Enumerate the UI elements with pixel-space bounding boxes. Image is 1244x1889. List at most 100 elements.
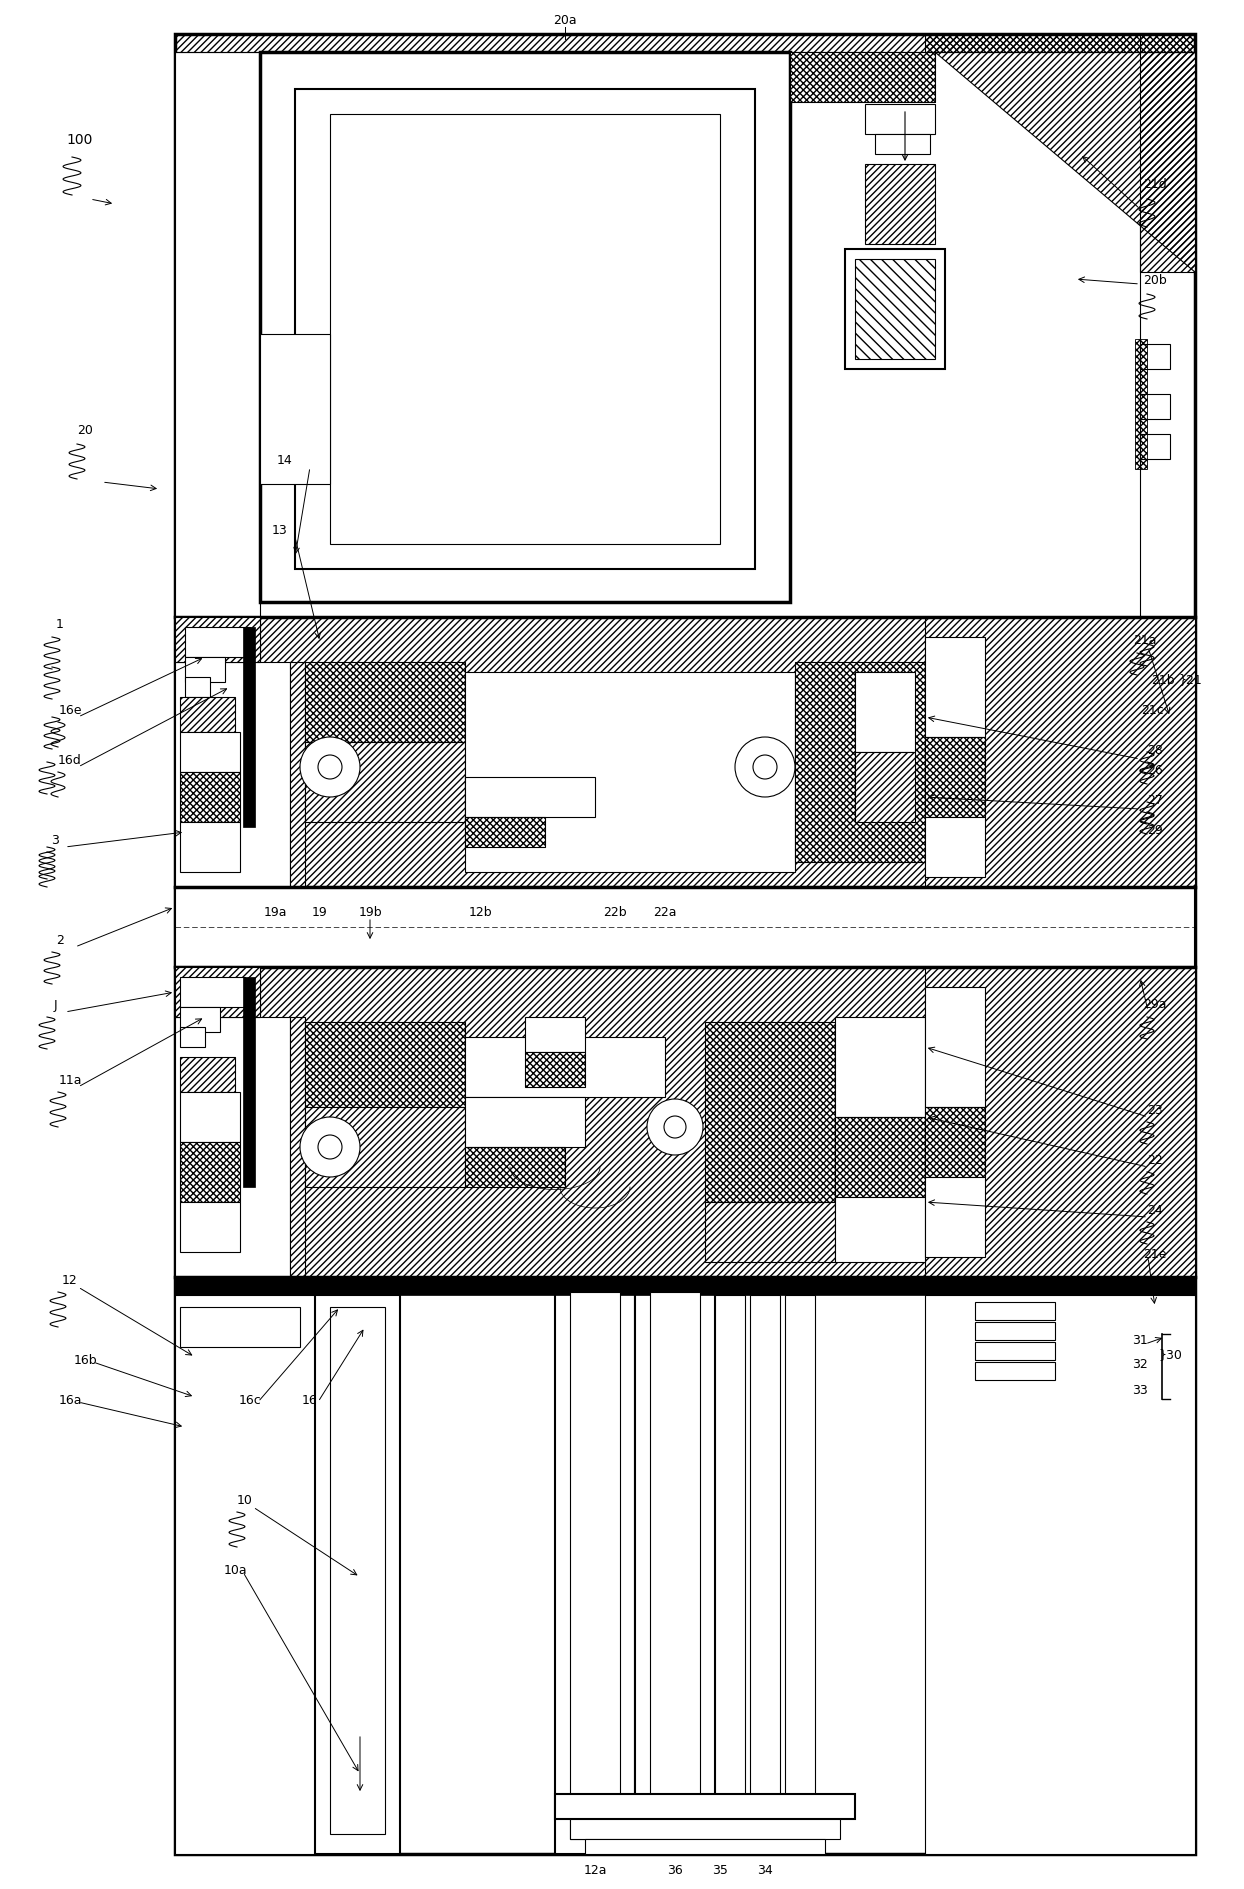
Bar: [175, 1018, 290, 1277]
Text: 13: 13: [272, 523, 287, 536]
Bar: [465, 1037, 666, 1098]
Text: 10a: 10a: [223, 1562, 246, 1575]
Text: 21b: 21b: [1151, 672, 1174, 686]
Bar: [1140, 36, 1195, 1853]
Bar: [926, 36, 1195, 53]
Bar: [243, 627, 255, 827]
Bar: [926, 1296, 1195, 1853]
Bar: [175, 967, 260, 1018]
Text: 19: 19: [312, 907, 328, 920]
Text: }30: }30: [1158, 1347, 1182, 1360]
Bar: [175, 618, 1195, 888]
Bar: [975, 1343, 1055, 1360]
Text: 21e: 21e: [1143, 1249, 1167, 1260]
Bar: [570, 1292, 620, 1840]
Text: 20a: 20a: [554, 13, 577, 26]
Bar: [175, 888, 1195, 967]
Bar: [290, 1018, 305, 1277]
Bar: [705, 1022, 835, 1203]
Bar: [185, 627, 250, 657]
Bar: [290, 663, 305, 888]
Bar: [180, 1007, 220, 1033]
Text: 23: 23: [1147, 1103, 1163, 1116]
Text: 21d: 21d: [1143, 178, 1167, 191]
Bar: [975, 1362, 1055, 1381]
Bar: [975, 1302, 1055, 1320]
Bar: [1140, 395, 1171, 419]
Text: 22: 22: [1147, 1152, 1163, 1166]
Text: 16d: 16d: [58, 754, 82, 767]
Circle shape: [664, 1116, 685, 1139]
Bar: [175, 36, 1195, 53]
Text: 32: 32: [1132, 1358, 1148, 1371]
Text: 10: 10: [238, 1492, 253, 1506]
Bar: [785, 1296, 815, 1832]
Bar: [465, 672, 795, 873]
Bar: [555, 1277, 634, 1853]
Bar: [180, 773, 240, 822]
Circle shape: [318, 756, 342, 780]
Bar: [175, 967, 260, 1277]
Bar: [185, 657, 225, 682]
Bar: [260, 334, 330, 485]
Bar: [175, 618, 260, 663]
Text: }21: }21: [1178, 672, 1202, 686]
Text: 22a: 22a: [653, 907, 677, 920]
Text: J: J: [53, 997, 57, 1011]
Bar: [865, 164, 935, 246]
Bar: [790, 53, 935, 102]
Bar: [555, 1795, 855, 1819]
Circle shape: [318, 1135, 342, 1160]
Bar: [926, 967, 1195, 1277]
Bar: [315, 1296, 401, 1853]
Text: 100: 100: [67, 132, 93, 147]
Bar: [175, 36, 1195, 1853]
Bar: [180, 977, 245, 1007]
Text: 2: 2: [56, 933, 63, 946]
Circle shape: [753, 756, 778, 780]
Text: 34: 34: [758, 1863, 773, 1876]
Bar: [180, 1092, 240, 1143]
Text: 21a: 21a: [1133, 633, 1157, 646]
Text: 14: 14: [277, 453, 292, 467]
Bar: [926, 988, 985, 1107]
Bar: [926, 818, 985, 878]
Text: 24: 24: [1147, 1203, 1163, 1217]
Text: 16b: 16b: [73, 1353, 97, 1366]
Bar: [243, 977, 255, 1188]
Bar: [875, 134, 931, 155]
Text: 3: 3: [51, 833, 58, 846]
Bar: [1140, 346, 1171, 370]
Text: 16a: 16a: [58, 1392, 82, 1405]
Bar: [926, 1107, 985, 1177]
Bar: [1140, 434, 1171, 459]
Bar: [855, 672, 916, 752]
Bar: [180, 1307, 300, 1347]
Text: 16c: 16c: [239, 1392, 261, 1405]
Bar: [180, 1143, 240, 1203]
Bar: [926, 618, 1195, 888]
Bar: [790, 53, 935, 102]
Bar: [705, 1203, 835, 1262]
Bar: [305, 742, 465, 822]
Text: 22b: 22b: [603, 907, 627, 920]
Bar: [180, 1203, 240, 1252]
Bar: [175, 1277, 1195, 1296]
Bar: [175, 663, 290, 888]
Bar: [465, 778, 595, 818]
Text: 21c: 21c: [1141, 703, 1163, 716]
Text: 12: 12: [62, 1273, 78, 1286]
Bar: [295, 91, 755, 570]
Bar: [330, 115, 720, 544]
Bar: [715, 1296, 745, 1832]
Bar: [926, 638, 985, 737]
Bar: [180, 697, 235, 733]
Text: 20: 20: [77, 423, 93, 436]
Text: 36: 36: [667, 1863, 683, 1876]
Bar: [570, 1819, 840, 1840]
Bar: [795, 663, 926, 863]
Bar: [525, 1018, 585, 1052]
Bar: [835, 1198, 926, 1262]
Text: 12b: 12b: [468, 907, 491, 920]
Circle shape: [300, 737, 360, 797]
